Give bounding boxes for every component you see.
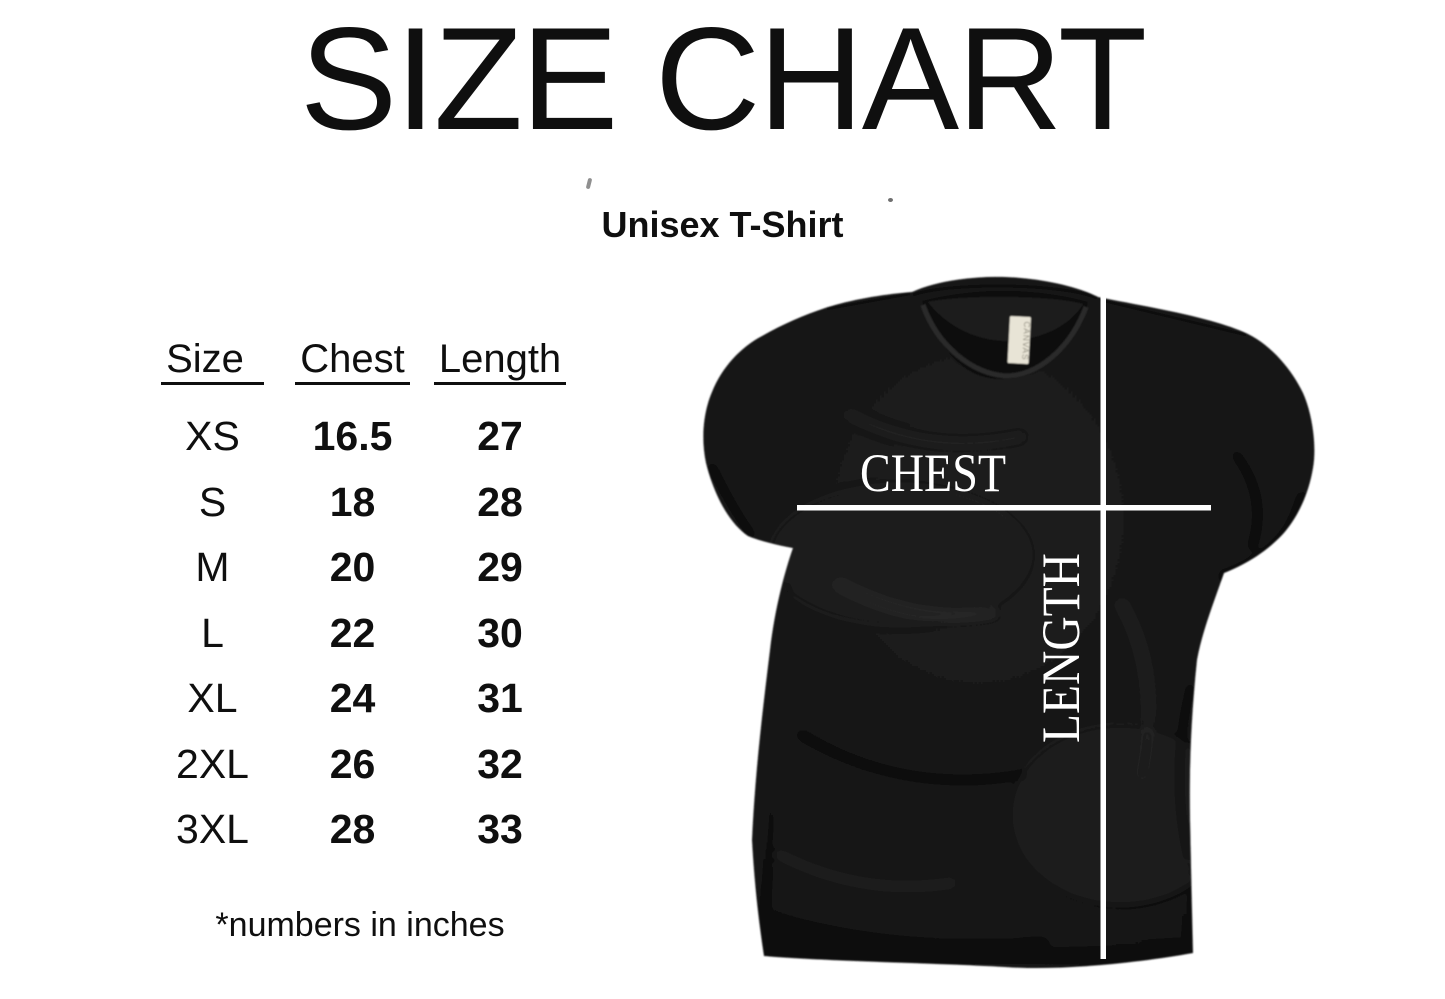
size-table-header: Size Chest Length [140,339,580,385]
chest-cell: 26 [329,740,376,787]
page-title: SIZE CHART [299,0,1147,160]
tshirt-photo: CANVAS CHEST LENGTH [690,255,1330,975]
chest-cell: 18 [329,478,376,525]
garment-subtitle: Unisex T-Shirt [601,204,844,245]
collar [826,284,1247,380]
neck-tag-text: CANVAS [1020,321,1032,361]
length-measure-line [1100,281,1106,959]
size-cell: XL [187,675,238,722]
photo-speck [585,177,593,190]
size-cell: S [198,478,227,525]
measurement-overlay: CHEST LENGTH [797,281,1211,959]
column-header-size: Size [140,339,285,385]
length-cell: 29 [477,544,523,591]
size-cell: 3XL [176,806,249,853]
length-cell: 33 [477,806,523,853]
chest-measure-line [797,505,1211,511]
length-cell: 32 [477,740,523,787]
chest-cell: 28 [329,806,376,853]
length-cell: 30 [477,609,523,656]
size-cell: 2XL [176,740,249,787]
length-cell: 27 [477,413,523,460]
photo-speck [888,198,893,202]
length-label: LENGTH [1031,553,1091,743]
chest-label: CHEST [860,443,1006,503]
size-cell: XS [185,413,240,460]
chest-cell: 22 [329,609,376,656]
size-cell: L [201,609,224,656]
tshirt-silhouette: CANVAS [703,276,1315,969]
column-header-length: Length [420,339,580,385]
column-header-chest: Chest [285,339,420,385]
chest-cell: 16.5 [312,413,393,460]
size-cell: M [195,544,230,591]
neck-tag: CANVAS [1007,316,1032,364]
chest-cell: 20 [329,544,376,591]
units-footnote: *numbers in inches [215,906,505,944]
length-cell: 31 [477,675,523,722]
size-table: XS 16.5 27 S 18 28 M 20 29 L 22 30 XL 24… [140,404,580,863]
chest-cell: 24 [329,675,376,722]
length-cell: 28 [477,478,523,525]
